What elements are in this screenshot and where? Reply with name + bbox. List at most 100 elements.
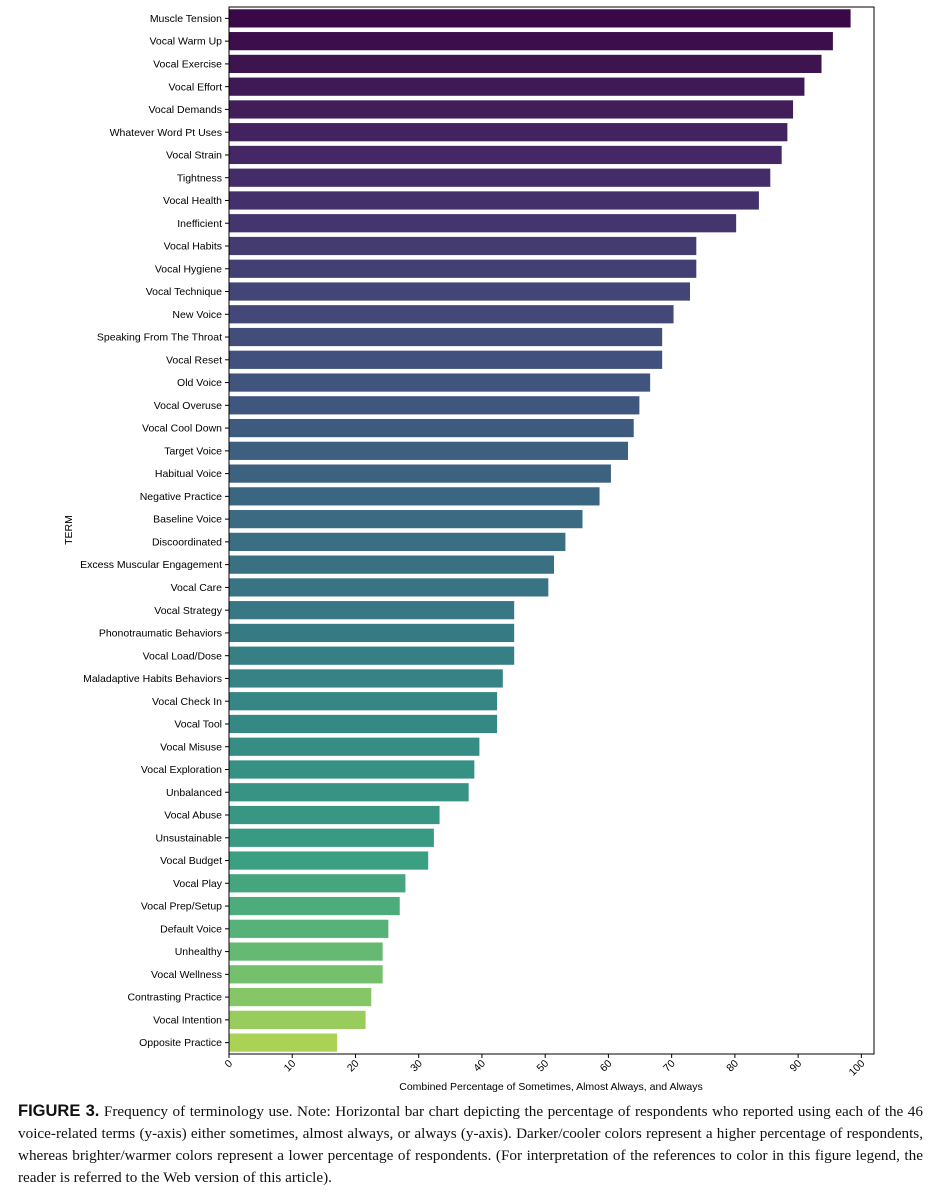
y-tick-label: Vocal Reset xyxy=(166,354,222,366)
y-tick-label: Vocal Play xyxy=(173,878,223,890)
bar xyxy=(229,191,759,210)
bar xyxy=(229,919,389,938)
y-tick-label: Unhealthy xyxy=(175,946,223,958)
y-tick-label: Vocal Budget xyxy=(160,855,222,867)
bar xyxy=(229,32,833,51)
figure-caption: FIGURE 3. Frequency of terminology use. … xyxy=(18,1100,923,1189)
bar xyxy=(229,896,400,916)
bar xyxy=(229,123,788,142)
y-tick-label: Vocal Prep/Setup xyxy=(141,901,222,913)
y-tick-label: Target Voice xyxy=(164,445,222,457)
bar xyxy=(229,327,663,347)
y-tick-label: Vocal Habits xyxy=(164,241,222,253)
y-tick-label: Baseline Voice xyxy=(153,514,222,526)
y-tick-label: Vocal Health xyxy=(163,195,222,207)
y-tick-label: Whatever Word Pt Uses xyxy=(110,127,222,139)
bar xyxy=(229,1010,366,1029)
y-axis-label: TERM xyxy=(63,515,75,545)
y-tick-label: Vocal Intention xyxy=(153,1014,222,1026)
y-tick-label: Vocal Technique xyxy=(146,286,222,298)
bar xyxy=(229,828,434,847)
x-tick-label: 40 xyxy=(471,1058,488,1075)
bar xyxy=(229,532,566,551)
bar xyxy=(229,373,651,392)
bar xyxy=(229,987,372,1007)
y-tick-label: Vocal Demands xyxy=(148,104,222,116)
y-tick-label: Vocal Misuse xyxy=(160,741,222,753)
bar xyxy=(229,805,440,825)
x-tick-label: 10 xyxy=(282,1058,299,1075)
bar xyxy=(229,783,469,802)
y-tick-label: Excess Muscular Engagement xyxy=(80,559,222,571)
x-tick-labels: 0 10 20 30 40 50 60 70 80 90 100 xyxy=(223,1054,868,1079)
y-tick-label: Vocal Effort xyxy=(168,81,222,93)
bar xyxy=(229,692,498,711)
x-tick-label: 0 xyxy=(223,1058,236,1071)
bar xyxy=(229,441,629,460)
x-tick-label: 100 xyxy=(847,1058,868,1079)
caption-text: Frequency of terminology use. Note: Hori… xyxy=(18,1103,923,1186)
bars-layer xyxy=(229,9,851,1052)
y-tick-label: Vocal Hygiene xyxy=(155,263,222,275)
bar xyxy=(229,510,583,529)
x-tick-label: 60 xyxy=(598,1058,615,1075)
bar xyxy=(229,54,822,74)
x-tick-label: 30 xyxy=(408,1058,425,1075)
y-tick-label: Vocal Exploration xyxy=(141,764,222,776)
bar-chart: Muscle Tension Vocal Warm Up Vocal Exercis… xyxy=(63,6,875,1093)
y-tick-label: Vocal Check In xyxy=(152,696,222,708)
x-tick-label: 20 xyxy=(345,1058,362,1075)
bar xyxy=(229,874,406,893)
figure-label: FIGURE 3. xyxy=(18,1102,100,1120)
x-tick-label: 90 xyxy=(787,1058,804,1075)
y-tick-label: Vocal Abuse xyxy=(164,810,222,822)
bar xyxy=(229,646,515,665)
y-tick-label: Habitual Voice xyxy=(155,468,222,480)
y-tick-label: Vocal Load/Dose xyxy=(143,650,223,662)
y-tick-label: Opposite Practice xyxy=(139,1037,222,1049)
bar xyxy=(229,168,771,187)
bar xyxy=(229,9,851,28)
y-tick-label: Vocal Strategy xyxy=(154,605,222,617)
y-tick-label: Inefficient xyxy=(177,218,222,230)
bar xyxy=(229,214,737,233)
bar xyxy=(229,714,498,734)
bar xyxy=(229,965,383,984)
y-tick-label: Vocal Overuse xyxy=(154,400,222,412)
bar xyxy=(229,555,555,574)
y-tick-label: Phonotraumatic Behaviors xyxy=(99,628,222,640)
bar xyxy=(229,236,697,256)
y-tick-label: Speaking From The Throat xyxy=(97,332,222,344)
plot-frame xyxy=(228,6,875,1055)
bar xyxy=(229,623,515,643)
bar xyxy=(229,851,429,870)
y-tick-label: Maladaptive Habits Behaviors xyxy=(83,673,222,685)
bar xyxy=(229,942,383,961)
y-tick-label: Vocal Warm Up xyxy=(149,36,222,48)
bar xyxy=(229,601,515,620)
bar xyxy=(229,259,697,278)
y-tick-label: New Voice xyxy=(172,309,222,321)
y-tick-label: Vocal Tool xyxy=(174,719,222,731)
y-tick-label: Vocal Cool Down xyxy=(142,423,222,435)
bar xyxy=(229,145,782,165)
bar xyxy=(229,305,674,324)
y-tick-label: Default Voice xyxy=(160,923,222,935)
y-tick-label: Vocal Strain xyxy=(166,150,222,162)
x-axis-label: Combined Percentage of Sometimes, Almost… xyxy=(399,1081,702,1093)
y-tick-label: Tightness xyxy=(177,172,222,184)
x-tick-label: 80 xyxy=(724,1058,741,1075)
y-tick-label: Vocal Wellness xyxy=(151,969,222,981)
x-tick-label: 50 xyxy=(535,1058,552,1075)
bar xyxy=(229,487,600,506)
bar xyxy=(229,669,503,688)
x-tick-label: 70 xyxy=(661,1058,678,1075)
y-tick-label: Vocal Care xyxy=(171,582,223,594)
y-tick-label: Vocal Exercise xyxy=(153,59,222,71)
bar xyxy=(229,760,475,779)
bar xyxy=(229,350,663,369)
bar xyxy=(229,77,805,96)
bar xyxy=(229,578,549,597)
y-tick-labels: Muscle Tension Vocal Warm Up Vocal Exercis… xyxy=(80,13,229,1049)
y-tick-label: Discoordinated xyxy=(152,536,222,548)
